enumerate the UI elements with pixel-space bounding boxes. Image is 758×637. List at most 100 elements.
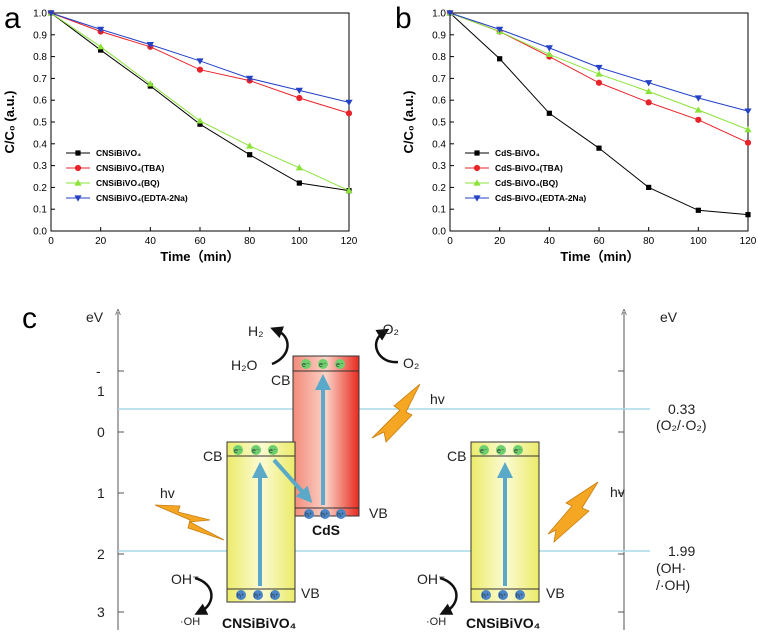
- lightning-icon: [547, 481, 599, 544]
- legend-label: CNSiBiVO₄(EDTA-2Na): [96, 193, 188, 203]
- y-tick-label: 0.8: [432, 52, 446, 63]
- bivo4-label-left: CNSiBiVO₄: [222, 615, 296, 631]
- y-tick-label: 1.0: [33, 9, 47, 20]
- x-tick-label: 100: [291, 236, 308, 247]
- data-point: [295, 87, 303, 94]
- left-tick-label: 1: [97, 485, 105, 501]
- x-tick-label: 40: [544, 236, 556, 247]
- hole-icon: [304, 509, 314, 519]
- lightning-icon: [154, 504, 225, 541]
- data-point: [246, 142, 254, 149]
- oh-minus-label-right: OH⁻: [417, 571, 445, 587]
- y-tick-label: 0.3: [33, 161, 47, 172]
- data-point: [47, 10, 55, 17]
- data-point: [694, 95, 702, 102]
- electron-icon: [268, 445, 278, 455]
- data-point: [296, 94, 303, 102]
- bivo4-cb-label-left: CB: [203, 448, 222, 464]
- data-point: [744, 139, 752, 146]
- data-point: [146, 80, 154, 87]
- hole-text: h⁺: [499, 593, 507, 600]
- series-line: [449, 12, 749, 112]
- oh-minus-label-left: OH⁻: [171, 571, 199, 587]
- hole-icon: [236, 590, 246, 600]
- x-tick-label: 80: [244, 236, 256, 247]
- chart-b-ticks: 0.0 0.1 0.2 0.3 0.4 0.5 0.6 0.7 0.8 0.9 1.0 0 20 40 60…: [432, 9, 757, 248]
- hole-icon: [320, 509, 330, 519]
- data-point: [196, 117, 204, 124]
- h2-label: H₂: [248, 323, 264, 339]
- y-tick-label: 0.9: [33, 30, 47, 41]
- y-tick-label: 0.0: [432, 227, 446, 238]
- x-tick-label: 60: [593, 236, 605, 247]
- y-tick-label: 0.1: [33, 205, 47, 216]
- data-point: [745, 212, 751, 218]
- x-tick-label: 40: [145, 236, 157, 247]
- data-point: [545, 50, 553, 58]
- hole-icon: [253, 590, 263, 600]
- bivo4-holes-right: h⁺ h⁺ h⁺: [481, 590, 525, 600]
- data-point: [345, 187, 353, 194]
- left-tick-label: 0: [97, 424, 105, 440]
- bivo4-holes-left: h⁺ h⁺ h⁺: [236, 590, 280, 600]
- electron-text: e⁻: [319, 362, 327, 369]
- chart-b: 0.0 0.1 0.2 0.3 0.4 0.5 0.6 0.7 0.8 0.9 1.0 0 20 40 60…: [401, 9, 757, 265]
- data-point: [246, 75, 254, 82]
- band-diagram: eV - 1 0 1 2 3 eV 0.33 (O₂/·O₂) 1.99 (OH…: [86, 309, 707, 631]
- electron-text: e⁻: [336, 362, 344, 369]
- x-tick-label: 120: [341, 236, 358, 247]
- y-tick-label: 0.9: [432, 30, 446, 41]
- data-point: [446, 10, 454, 17]
- data-point: [97, 43, 105, 50]
- o2-potential-value: 0.33: [668, 401, 695, 417]
- data-point: [97, 26, 105, 33]
- oh-reaction-arrow-right: [439, 576, 458, 615]
- chart-a-xlabel: Time（min）: [160, 249, 239, 264]
- data-point: [146, 42, 154, 49]
- oh-potential-species-1: (OH·: [656, 560, 686, 576]
- legend-label: CdS-BiVO₄: [495, 148, 540, 158]
- y-tick-label: 0.0: [33, 227, 47, 238]
- bivo4-electrons-right: e⁻ e⁻ e⁻: [479, 445, 523, 455]
- chart-b-series: [446, 9, 752, 218]
- legend-marker: [474, 150, 480, 156]
- chart-b-ylabel: C/C₀ (a.u.): [401, 91, 416, 154]
- chart-b-legend: CdS-BiVO₄ CdS-BiVO₄(TBA) CdS-BiVO₄(BQ) CdS-…: [465, 148, 586, 203]
- panel-label-a: a: [4, 2, 21, 35]
- electron-icon: [513, 445, 523, 455]
- data-point: [196, 58, 204, 65]
- legend-label: CNSiBiVO₄(TBA): [96, 163, 164, 173]
- h2-reaction-arrow: [270, 326, 289, 366]
- cds-vb-label: VB: [369, 505, 388, 521]
- data-point: [546, 110, 552, 116]
- data-point: [744, 108, 752, 115]
- data-point: [646, 184, 652, 190]
- y-tick-label: 0.7: [33, 74, 47, 85]
- series-line: [50, 12, 350, 103]
- legend-label: CdS-BiVO₄(BQ): [495, 178, 558, 188]
- hole-text: h⁺: [516, 593, 524, 600]
- electron-icon: [335, 359, 345, 369]
- data-point: [247, 152, 253, 158]
- left-tick-label: 1: [97, 383, 105, 399]
- x-tick-label: 80: [643, 236, 655, 247]
- legend-label: CdS-BiVO₄(TBA): [495, 163, 563, 173]
- y-tick-label: 0.2: [33, 183, 47, 194]
- chart-a-series: [47, 9, 353, 194]
- legend-marker: [74, 164, 82, 172]
- y-tick-label: 1.0: [432, 9, 446, 20]
- data-point: [345, 99, 353, 106]
- electron-text: e⁻: [497, 448, 505, 455]
- y-tick-label: 0.5: [33, 118, 47, 129]
- y-tick-label: 0.5: [432, 118, 446, 129]
- right-ev-label: eV: [660, 309, 678, 325]
- data-point: [196, 66, 204, 73]
- electron-icon: [301, 359, 311, 369]
- legend-marker: [74, 195, 82, 202]
- legend-marker: [473, 179, 481, 186]
- data-point: [695, 207, 701, 213]
- left-tick-label: 2: [97, 546, 105, 562]
- hole-icon: [515, 590, 525, 600]
- left-ev-label: eV: [86, 309, 104, 325]
